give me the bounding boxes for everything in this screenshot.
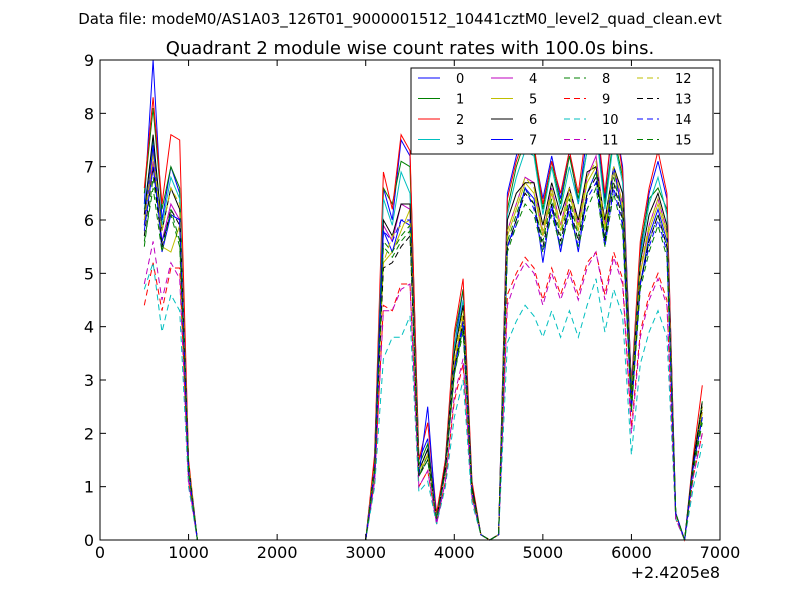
y-tick-label: 7 <box>84 158 94 177</box>
legend-label-6: 6 <box>529 113 537 128</box>
legend-label-10: 10 <box>602 113 619 128</box>
legend-label-4: 4 <box>529 72 537 87</box>
x-tick-label: 6000 <box>611 543 652 562</box>
legend-label-8: 8 <box>602 72 610 87</box>
legend-label-3: 3 <box>456 134 464 149</box>
chart-title: Quadrant 2 module wise count rates with … <box>166 38 655 59</box>
legend-label-15: 15 <box>675 134 692 149</box>
series-line-11 <box>143 241 703 542</box>
x-tick-label: 5000 <box>522 543 563 562</box>
series-line-8 <box>143 170 703 541</box>
x-tick-label: 4000 <box>434 543 475 562</box>
y-tick-label: 0 <box>84 531 94 550</box>
legend-label-0: 0 <box>456 72 464 87</box>
legend-label-12: 12 <box>675 72 692 87</box>
x-tick-label: 3000 <box>345 543 386 562</box>
series-line-12 <box>143 155 703 541</box>
x-tick-label: 0 <box>95 543 105 562</box>
legend-label-13: 13 <box>675 93 692 108</box>
legend-label-1: 1 <box>456 93 464 108</box>
x-tick-label: 2000 <box>257 543 298 562</box>
legend-box <box>410 67 714 155</box>
x-offset-label: +2.4205e8 <box>631 563 720 582</box>
legend-label-7: 7 <box>529 134 537 149</box>
y-tick-label: 2 <box>84 424 94 443</box>
y-tick-label: 4 <box>84 318 94 337</box>
series-line-4 <box>143 154 703 541</box>
x-tick-label: 1000 <box>168 543 209 562</box>
series-line-10 <box>143 262 703 542</box>
series-line-14 <box>143 166 703 541</box>
legend-label-5: 5 <box>529 93 537 108</box>
legend-label-2: 2 <box>456 113 464 128</box>
x-tick-label: 7000 <box>700 543 741 562</box>
series-line-1 <box>143 107 703 541</box>
legend-label-9: 9 <box>602 93 610 108</box>
y-tick-label: 3 <box>84 371 94 390</box>
plot-frame <box>99 59 721 541</box>
series-line-9 <box>143 250 703 542</box>
series-line-13 <box>143 166 703 541</box>
legend-label-11: 11 <box>602 134 619 149</box>
figure-suptitle: Data file: modeM0/AS1A03_126T01_90000015… <box>78 10 722 29</box>
legend-label-14: 14 <box>675 113 692 128</box>
y-tick-label: 5 <box>84 264 94 283</box>
y-tick-label: 9 <box>84 51 94 70</box>
y-tick-label: 1 <box>84 478 94 497</box>
series-line-5 <box>143 150 703 541</box>
y-tick-label: 8 <box>84 104 94 123</box>
y-tick-label: 6 <box>84 211 94 230</box>
